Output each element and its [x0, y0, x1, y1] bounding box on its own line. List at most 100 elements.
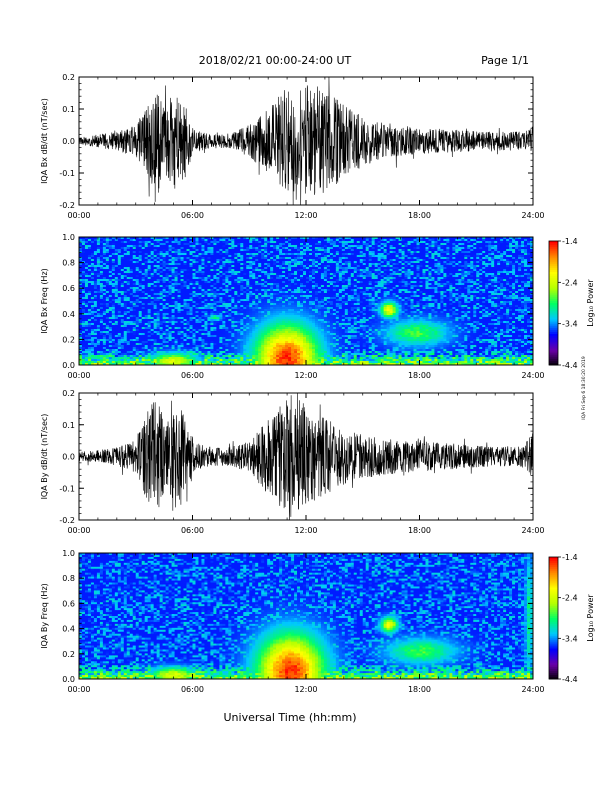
spectrogram-cell [132, 239, 137, 242]
spectrogram-cell [171, 315, 175, 318]
spectrogram-cell [246, 319, 250, 322]
spectrogram-cell [222, 279, 226, 282]
spectrogram-cell [240, 273, 244, 276]
spectrogram-cell [165, 305, 170, 308]
spectrogram-cell [228, 321, 232, 324]
spectrogram-cell [132, 339, 137, 342]
spectrogram-cell [270, 291, 274, 294]
spectrogram-cell [237, 295, 241, 298]
spectrogram-cell [294, 347, 298, 350]
spectrogram-cell [90, 333, 95, 336]
spectrogram-cell [186, 279, 190, 282]
spectrogram-cell [117, 345, 122, 348]
spectrogram-cell [276, 281, 280, 284]
spectrogram-cell [228, 343, 232, 346]
spectrogram-cell [186, 257, 190, 260]
spectrogram-cell [177, 317, 181, 320]
spectrogram-cell [81, 325, 86, 328]
spectrogram-cell [252, 299, 256, 302]
spectrogram-cell [156, 337, 161, 340]
spectrogram-cell [237, 263, 241, 266]
spectrogram-cell [273, 261, 277, 264]
spectrogram-cell [144, 291, 149, 294]
spectrogram-cell [234, 259, 238, 262]
spectrogram-cell [273, 245, 277, 248]
spectrogram-cell [162, 315, 167, 318]
spectrogram-cell [288, 281, 292, 284]
spectrogram-cell [192, 279, 196, 282]
spectrogram-cell [153, 333, 158, 336]
spectrogram-cell [90, 271, 95, 274]
spectrogram-cell [174, 295, 178, 298]
spectrogram-cell [255, 243, 259, 246]
spectrogram-cell [207, 361, 211, 364]
spectrogram-cell [204, 303, 208, 306]
spectrogram-cell [267, 277, 271, 280]
spectrogram-cell [210, 277, 214, 280]
spectrogram-cell [228, 359, 232, 362]
spectrogram-cell [267, 259, 271, 262]
spectrogram-cell [258, 289, 262, 292]
spectrogram-cell [264, 291, 268, 294]
spectrogram-cell [303, 317, 307, 320]
spectrogram-cell [291, 327, 295, 330]
spectrogram-cell [99, 275, 104, 278]
spectrogram-cell [105, 247, 110, 250]
spectrogram-cell [165, 275, 170, 278]
spectrogram-cell [180, 343, 184, 346]
spectrogram-cell [216, 237, 220, 240]
spectrogram-cell [114, 261, 119, 264]
spectrogram-cell [294, 267, 298, 270]
spectrogram-cell [303, 277, 307, 280]
spectrogram-cell [93, 333, 98, 336]
spectrogram-cell [141, 347, 146, 350]
spectrogram-cell [216, 275, 220, 278]
spectrogram-cell [129, 293, 134, 296]
spectrogram-cell [204, 323, 208, 326]
spectrogram-cell [126, 361, 131, 364]
spectrogram-cell [156, 299, 161, 302]
spectrogram-cell [96, 281, 101, 284]
spectrogram-cell [150, 253, 155, 256]
spectrogram-cell [282, 259, 286, 262]
spectrogram-cell [201, 249, 205, 252]
spectrogram-cell [243, 249, 247, 252]
spectrogram-cell [174, 299, 178, 302]
spectrogram-cell [258, 323, 262, 326]
spectrogram-cell [228, 279, 232, 282]
spectrogram-cell [150, 275, 155, 278]
spectrogram-cell [189, 245, 193, 248]
spectrogram-cell [87, 275, 92, 278]
spectrogram-cell [237, 265, 241, 268]
spectrogram-cell [282, 327, 286, 330]
spectrogram-cell [282, 263, 286, 266]
spectrogram-cell [225, 333, 229, 336]
spectrogram-cell [231, 273, 235, 276]
spectrogram-cell [300, 259, 304, 262]
spectrogram-cell [213, 335, 217, 338]
spectrogram-cell [240, 315, 244, 318]
spectrogram-cell [96, 303, 101, 306]
spectrogram-cell [249, 271, 253, 274]
spectrogram-cell [270, 357, 274, 360]
spectrogram-cell [171, 253, 175, 256]
spectrogram-cell [153, 351, 158, 354]
spectrogram-cell [213, 277, 217, 280]
spectrogram-cell [207, 323, 211, 326]
spectrogram-cell [222, 295, 226, 298]
spectrogram-cell [123, 283, 128, 286]
spectrogram-cell [210, 269, 214, 272]
spectrogram-cell [288, 261, 292, 264]
spectrogram-cell [114, 289, 119, 292]
spectrogram-cell [267, 269, 271, 272]
spectrogram-cell [249, 349, 253, 352]
spectrogram-cell [117, 249, 122, 252]
spectrogram-cell [123, 255, 128, 258]
spectrogram-cell [270, 353, 274, 356]
spectrogram-cell [183, 263, 187, 266]
spectrogram-cell [234, 257, 238, 260]
spectrogram-cell [279, 297, 283, 300]
spectrogram-cell [261, 247, 265, 250]
spectrogram-cell [126, 307, 131, 310]
spectrogram-cell [147, 347, 152, 350]
